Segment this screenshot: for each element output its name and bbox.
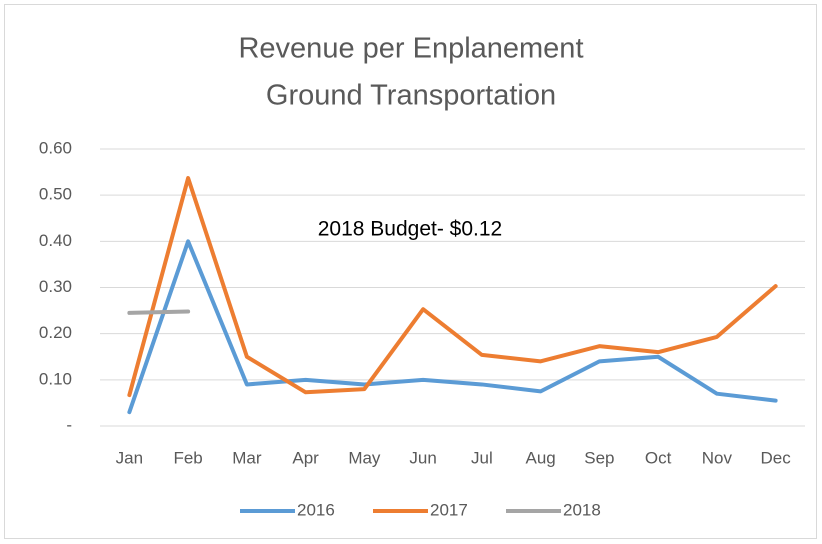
x-tick-label: Mar: [232, 448, 262, 467]
x-tick-label: Feb: [173, 448, 202, 467]
legend-label: 2018: [563, 500, 601, 519]
x-tick-label: Jun: [409, 448, 436, 467]
x-tick-label: Jul: [471, 448, 493, 467]
y-tick-label: 0.10: [39, 369, 72, 388]
x-tick-label: Oct: [645, 448, 672, 467]
annotation: 2018 Budget- $0.12: [318, 218, 503, 241]
y-tick-label: 0.50: [39, 185, 72, 204]
series-line: [127, 239, 778, 415]
y-tick-label: 0.30: [39, 277, 72, 296]
x-tick-label: Dec: [761, 448, 792, 467]
y-tick-label: 0.40: [39, 231, 72, 250]
x-tick-label: Aug: [526, 448, 556, 467]
x-tick-label: Nov: [702, 448, 733, 467]
series-line: [127, 309, 191, 315]
chart-border: [4, 4, 817, 539]
series-line: [127, 176, 778, 398]
y-tick-label: -: [66, 415, 72, 434]
legend-label: 2017: [430, 500, 468, 519]
x-tick-label: Sep: [584, 448, 614, 467]
legend-label: 2016: [297, 500, 335, 519]
y-tick-label: 0.60: [39, 138, 72, 157]
chart-title: Ground Transportation: [266, 80, 556, 112]
chart-title: Revenue per Enplanement: [238, 33, 583, 65]
y-tick-label: 0.20: [39, 323, 72, 342]
x-tick-label: Jan: [116, 448, 143, 467]
x-tick-label: May: [348, 448, 381, 467]
x-tick-label: Apr: [292, 448, 319, 467]
